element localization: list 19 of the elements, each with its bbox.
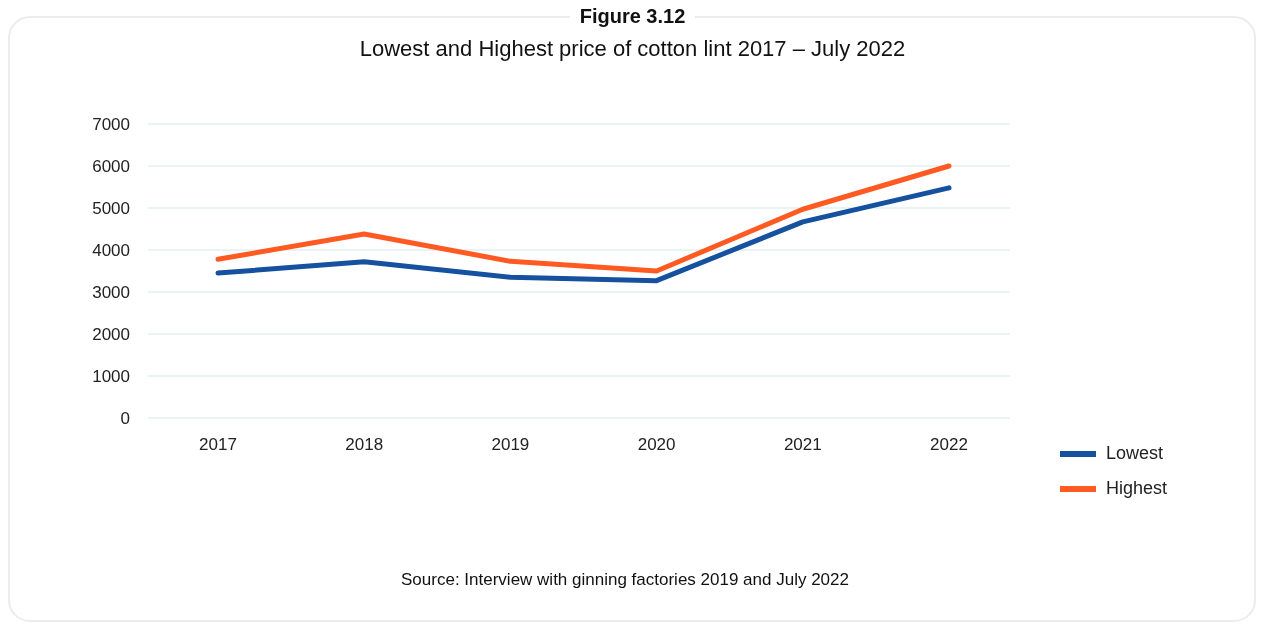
legend-label: Lowest [1106, 443, 1164, 464]
x-tick-label: 2018 [345, 435, 384, 455]
y-tick-label: 1000 [92, 367, 130, 387]
y-tick-label: 2000 [92, 325, 130, 345]
y-tick-label: 0 [120, 409, 130, 429]
y-tick-label: 6000 [92, 157, 130, 177]
x-tick-label: 2020 [637, 435, 676, 455]
x-tick-label: 2022 [930, 435, 968, 455]
source-note: Source: Interview with ginning factories 2019 and July 2022 [400, 570, 850, 590]
legend-label: Highest [1106, 478, 1168, 499]
x-tick-label: 2017 [199, 435, 237, 455]
y-tick-label: 7000 [92, 115, 130, 135]
x-tick-label: 2021 [783, 435, 822, 455]
y-tick-label: 5000 [92, 199, 130, 219]
y-tick-label: 3000 [92, 283, 130, 303]
chart-title: Figure 3.12 [569, 3, 696, 29]
chart-subtitle: Lowest and Highest price of cotton lint 2017 – July 2022 [358, 35, 907, 63]
y-tick-label: 4000 [92, 241, 130, 261]
x-tick-label: 2019 [491, 435, 530, 455]
